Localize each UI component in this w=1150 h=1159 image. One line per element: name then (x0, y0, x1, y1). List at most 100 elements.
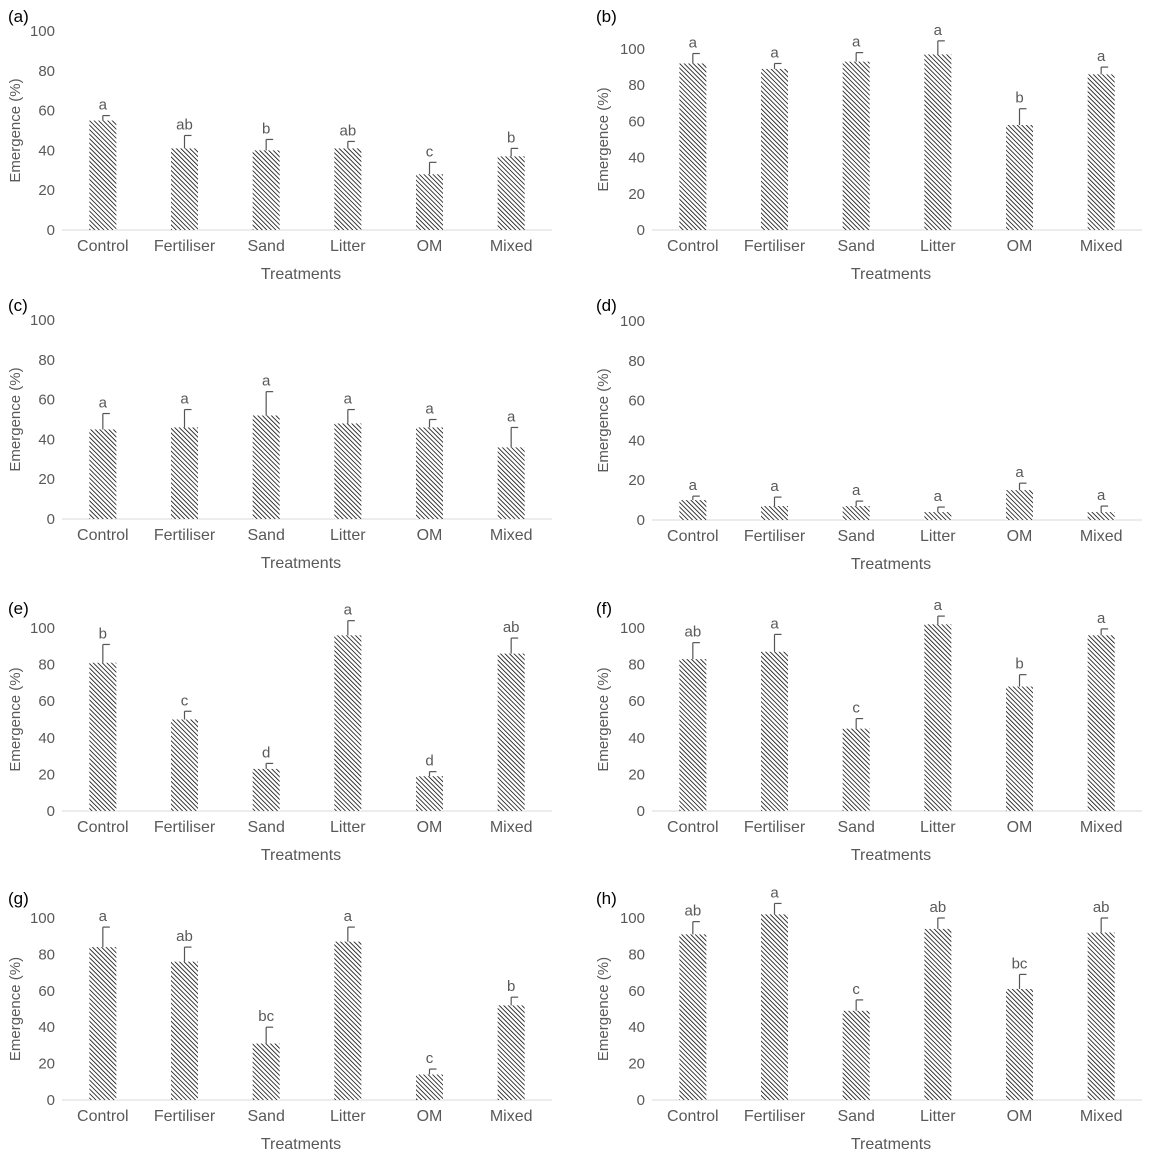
bar (761, 651, 788, 811)
y-tick-label: 0 (47, 222, 55, 239)
x-tick-label: OM (1007, 819, 1033, 836)
x-tick-label: Fertiliser (154, 238, 216, 255)
y-axis-label: Emergence (%) (595, 87, 612, 191)
y-tick-label: 80 (38, 657, 55, 674)
significance-label: a (262, 373, 271, 390)
significance-label: a (852, 34, 861, 51)
y-tick-label: 80 (38, 352, 55, 369)
significance-label: c (426, 1050, 434, 1067)
x-tick-label: Litter (920, 1108, 956, 1125)
y-tick-label: 60 (38, 392, 55, 409)
y-tick-label: 60 (628, 113, 645, 130)
y-tick-label: 60 (628, 693, 645, 710)
bar (171, 148, 198, 230)
x-tick-label: Control (667, 819, 719, 836)
significance-label: a (1097, 487, 1106, 504)
bar (842, 506, 870, 520)
x-tick-label: Sand (247, 527, 284, 544)
x-tick-label: Sand (247, 238, 284, 255)
bar (842, 1010, 870, 1100)
bar (1006, 686, 1033, 811)
x-axis-title: Treatments (261, 847, 341, 864)
y-tick-label: 60 (38, 103, 55, 120)
x-tick-label: OM (417, 1108, 443, 1125)
bar (416, 776, 443, 811)
y-tick-label: 20 (38, 1056, 55, 1073)
bar (679, 63, 707, 231)
significance-label: d (425, 753, 433, 770)
bar (1006, 125, 1033, 230)
x-tick-label: Mixed (490, 819, 533, 836)
panel-label: (d) (596, 296, 617, 315)
x-tick-label: Litter (330, 1108, 366, 1125)
x-tick-label: Sand (837, 1108, 874, 1125)
x-axis-title: Treatments (851, 266, 931, 283)
significance-label: c (181, 692, 189, 709)
significance-label: b (1015, 90, 1023, 107)
significance-label: c (852, 981, 860, 998)
bar (761, 68, 788, 230)
y-tick-label: 20 (38, 471, 55, 488)
x-axis-title: Treatments (261, 266, 341, 283)
bar (924, 512, 952, 520)
x-tick-label: Mixed (1080, 819, 1123, 836)
y-tick-label: 60 (38, 983, 55, 1000)
y-axis-label: Emergence (%) (595, 368, 612, 472)
x-tick-label: Control (77, 238, 129, 255)
bar (761, 914, 788, 1100)
x-tick-label: OM (417, 819, 443, 836)
bar (171, 719, 198, 811)
bar (1006, 490, 1033, 520)
x-axis-title: Treatments (851, 847, 931, 864)
x-tick-label: Sand (837, 528, 874, 545)
x-tick-label: Litter (330, 238, 366, 255)
significance-label: a (180, 391, 189, 408)
significance-label: ab (503, 619, 520, 636)
x-tick-label: Control (77, 1108, 129, 1125)
chart-panel-c: (c) Emergence (%) 0 20 40 60 80 100 a Control a Fer… (7, 296, 552, 572)
x-tick-label: Mixed (490, 1108, 533, 1125)
x-tick-label: Sand (247, 819, 284, 836)
significance-label: a (344, 602, 353, 619)
y-tick-label: 100 (620, 41, 645, 58)
significance-label: a (689, 35, 698, 52)
y-tick-label: 20 (38, 766, 55, 783)
panel-label: (f) (596, 599, 612, 618)
x-tick-label: Litter (920, 238, 956, 255)
x-axis-title: Treatments (851, 556, 931, 573)
y-tick-label: 40 (628, 432, 645, 449)
x-tick-label: Control (667, 528, 719, 545)
significance-label: a (934, 22, 943, 39)
significance-label: c (852, 700, 860, 717)
bar (334, 148, 362, 230)
x-tick-label: Litter (920, 528, 956, 545)
significance-label: a (99, 97, 108, 114)
x-tick-label: Mixed (490, 238, 533, 255)
x-tick-label: OM (417, 238, 443, 255)
y-tick-label: 20 (628, 766, 645, 783)
significance-label: a (1015, 464, 1024, 481)
bar (842, 61, 870, 230)
bar (416, 174, 443, 230)
y-tick-label: 40 (38, 730, 55, 747)
bar (334, 941, 362, 1100)
y-tick-label: 0 (47, 1092, 55, 1109)
bar (416, 1074, 443, 1100)
significance-label: a (934, 597, 943, 614)
y-tick-label: 0 (637, 222, 645, 239)
y-tick-label: 60 (628, 393, 645, 410)
x-tick-label: Fertiliser (154, 819, 216, 836)
bar (252, 150, 280, 230)
bar (497, 653, 525, 811)
panel-label: (c) (8, 296, 28, 315)
bar (924, 54, 952, 231)
significance-label: b (99, 625, 107, 642)
significance-label: a (344, 391, 353, 408)
chart-panel-h: (h) Emergence (%) 0 20 40 60 80 100 ab Control a Fe… (595, 884, 1142, 1153)
significance-label: a (507, 408, 516, 425)
x-tick-label: Litter (920, 819, 956, 836)
x-tick-label: Fertiliser (744, 819, 806, 836)
y-tick-label: 20 (628, 472, 645, 489)
